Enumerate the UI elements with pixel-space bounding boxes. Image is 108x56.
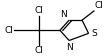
Text: Cl: Cl bbox=[34, 46, 43, 55]
Text: Cl: Cl bbox=[34, 6, 43, 15]
Text: N: N bbox=[66, 43, 72, 52]
Text: Cl: Cl bbox=[4, 26, 13, 35]
Text: S: S bbox=[91, 29, 97, 38]
Text: Cl: Cl bbox=[94, 1, 103, 10]
Text: N: N bbox=[60, 10, 67, 19]
